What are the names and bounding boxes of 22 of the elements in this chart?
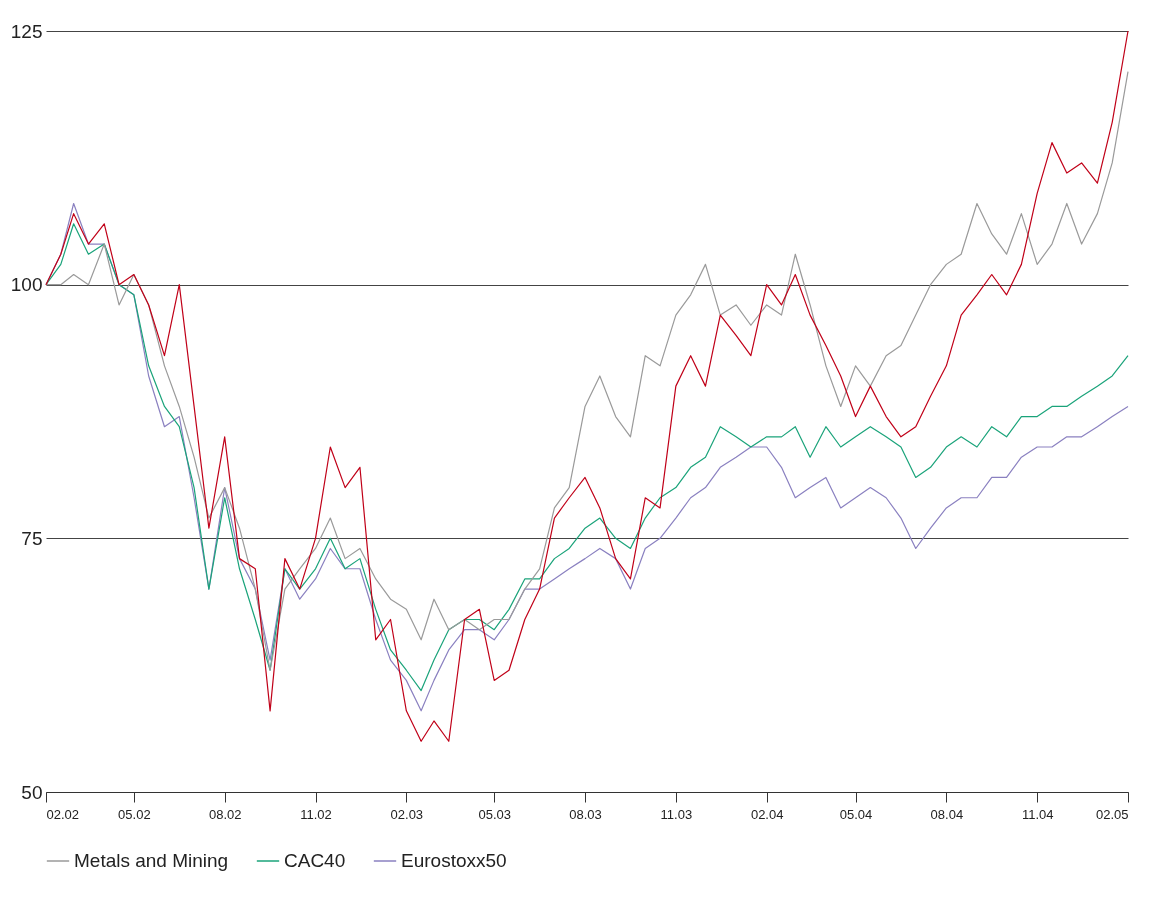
y-tick-label: 50 [21,781,43,803]
x-tick-label: 05.04 [839,806,873,822]
x-tick-label: 11.03 [660,806,693,822]
x-tick-label: 11.04 [1021,806,1054,822]
x-tick-label: 11.02 [300,806,332,822]
x-tick-label: 08.04 [930,806,964,822]
y-tick-label: 125 [10,20,43,42]
x-tick-label: 08.02 [208,806,242,822]
line-series [45,70,1129,671]
legend-label: Metals and Mining [74,850,229,871]
y-tick-label: 100 [10,274,43,296]
legend-label: Eurostoxx50 [401,850,507,871]
x-tick-label: 05.02 [118,806,151,822]
x-tick-label: 08.03 [569,806,602,822]
line-series [45,30,1129,742]
y-tick-label: 75 [21,527,43,549]
x-tick-label: 05.03 [478,806,511,822]
x-tick-label: 02.02 [46,806,80,822]
x-tick-label: 02.05 [1095,806,1129,822]
x-tick-label: 02.04 [750,806,784,822]
legend-label: CAC40 [284,850,346,871]
x-tick-label: 02.03 [390,806,424,822]
